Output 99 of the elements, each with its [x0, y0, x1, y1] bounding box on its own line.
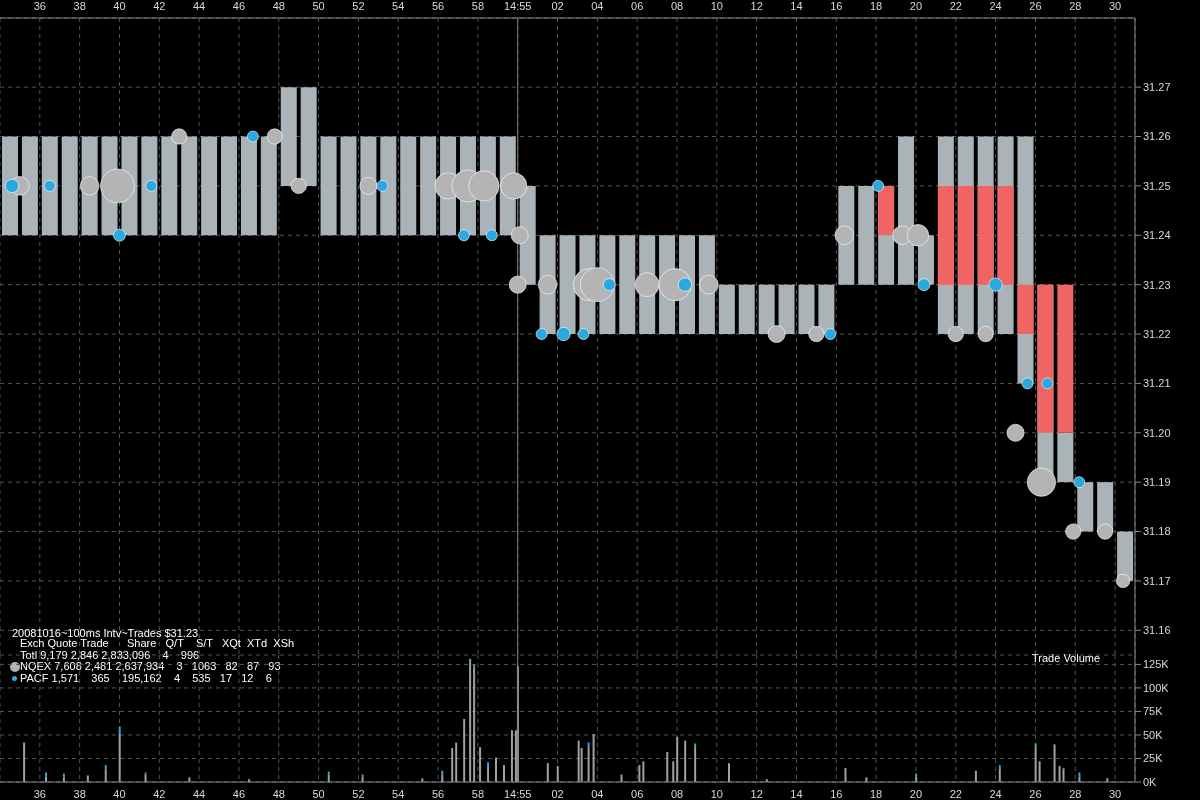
x-tick-label: 42 [153, 787, 166, 800]
x-tick-label: 58 [471, 0, 485, 12]
x-tick-label: 12 [750, 787, 763, 800]
x-tick-label: 08 [670, 787, 684, 800]
y-tick-label: 31.19 [1143, 476, 1171, 489]
x-tick-label: 40 [113, 0, 126, 12]
bar [858, 185, 875, 285]
x-tick-label: 38 [73, 787, 86, 800]
x-tick-label: 16 [830, 787, 843, 800]
y-tick-label: 31.18 [1143, 525, 1171, 538]
y-tick-label: 31.17 [1143, 574, 1171, 587]
x-tick-label: 04 [591, 0, 604, 12]
bar [977, 185, 994, 285]
y-tick-label: 31.22 [1143, 327, 1171, 340]
x-tick-label: 46 [232, 0, 246, 12]
y-tick-label: 31.21 [1143, 377, 1171, 390]
bar [61, 136, 78, 236]
x-tick-label: 38 [73, 0, 86, 12]
y-tick-label: 0K [1143, 775, 1158, 788]
annotation: Exch Quote Trade Share Q/T S/T XQt XTd XSh [19, 637, 295, 650]
x-tick-label: 58 [471, 787, 485, 800]
x-tick-label: 24 [989, 0, 1002, 12]
x-tick-label: 20 [909, 787, 923, 800]
x-tick-label: 56 [431, 0, 445, 12]
annotation: 1,571 365 195,162 4 535 17 12 6 [51, 671, 272, 684]
bar [201, 136, 218, 236]
x-tick-label: 54 [392, 787, 405, 800]
x-tick-label: 22 [949, 787, 962, 800]
y-tick-label: 31.25 [1143, 179, 1171, 192]
text: 20081016~100ms Intv~Trades $31.23 [12, 627, 199, 639]
bar [1037, 284, 1054, 433]
x-tick-label: 14:55 [503, 0, 532, 12]
x-tick-label: 04 [591, 787, 604, 800]
y-tick-label: 31.20 [1143, 426, 1171, 439]
x-tick-label: 46 [232, 787, 246, 800]
x-tick-label: 48 [272, 787, 285, 800]
x-tick-label: 08 [670, 0, 684, 12]
legend-label: PACF [20, 671, 49, 684]
x-tick-label: 28 [1069, 0, 1082, 12]
bar [340, 136, 357, 236]
x-tick-label: 28 [1069, 787, 1082, 800]
legend-label: NQEX [20, 660, 52, 672]
bar [1057, 284, 1074, 433]
x-tick-label: 02 [551, 0, 564, 12]
y-tick-label: 31.23 [1143, 278, 1171, 291]
x-tick-label: 52 [352, 787, 365, 800]
x-tick-label: 30 [1108, 787, 1122, 800]
y-tick-label: 31.16 [1143, 624, 1171, 637]
x-tick-label: 06 [631, 0, 644, 12]
x-tick-label: 36 [33, 0, 46, 12]
x-tick-label: 54 [392, 0, 405, 12]
x-tick-label: 40 [113, 787, 126, 800]
x-tick-label: 02 [551, 787, 564, 800]
bar [320, 136, 337, 236]
y-tick-label: 125K [1143, 658, 1170, 671]
bar [738, 284, 755, 335]
x-tick-label: 36 [33, 787, 46, 800]
y-tick-label: 31.24 [1143, 229, 1171, 242]
y-tick-label: 25K [1143, 752, 1164, 765]
x-tick-label: 12 [750, 0, 763, 12]
x-tick-label: 10 [710, 0, 723, 12]
x-tick-label: 50 [312, 787, 325, 800]
bar [141, 136, 158, 236]
bar [957, 185, 974, 285]
x-tick-label: 24 [989, 787, 1002, 800]
bar [221, 136, 238, 236]
x-tick-label: 06 [631, 787, 644, 800]
x-tick-label: 56 [431, 787, 445, 800]
x-tick-label: 50 [312, 0, 325, 12]
bar [997, 185, 1014, 285]
y-tick-label: 31.27 [1143, 81, 1171, 94]
x-tick-label: 44 [193, 787, 206, 800]
x-tick-label: 26 [1029, 0, 1042, 12]
x-tick-label: 10 [710, 787, 723, 800]
x-tick-label: 14 [790, 787, 803, 800]
bar [1017, 284, 1034, 335]
x-tick-label: 20 [909, 0, 923, 12]
chart-title: Trade Volume [1032, 652, 1101, 664]
x-tick-label: 44 [193, 0, 206, 12]
x-tick-label: 42 [153, 0, 166, 12]
annotation: 7,608 2,481 2,637,934 3 1063 82 87 93 [54, 660, 281, 672]
x-tick-label: 48 [272, 0, 285, 12]
x-tick-label: 14:55 [503, 787, 532, 800]
x-tick-label: 30 [1108, 0, 1122, 12]
y-tick-label: 75K [1143, 705, 1164, 718]
x-tick-label: 16 [830, 0, 843, 12]
x-tick-label: 22 [949, 0, 962, 12]
x-tick-label: 52 [352, 0, 365, 12]
bar [400, 136, 417, 236]
bar [41, 136, 58, 236]
x-tick-label: 18 [870, 0, 883, 12]
y-tick-label: 50K [1143, 728, 1164, 741]
x-tick-label: 18 [870, 787, 883, 800]
y-tick-label: 31.26 [1143, 130, 1171, 143]
annotation: Totl 9,179 2,846 2,833,096 4 996 [19, 648, 201, 661]
y-tick-label: 100K [1143, 681, 1170, 694]
bar [937, 185, 954, 285]
x-tick-label: 14 [790, 0, 803, 12]
x-tick-label: 26 [1029, 787, 1042, 800]
